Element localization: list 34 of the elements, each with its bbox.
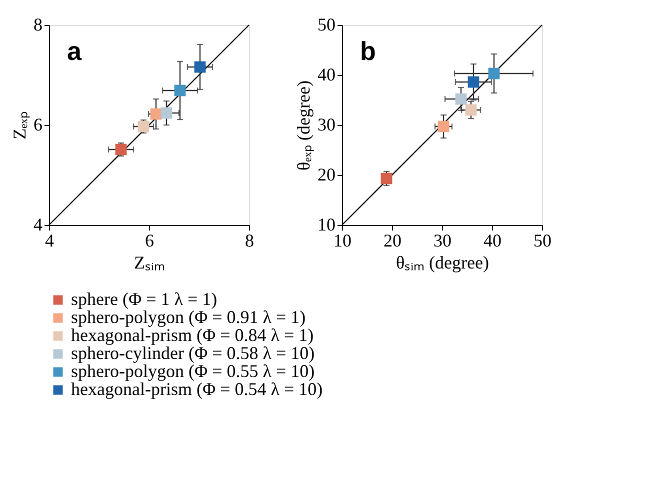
y-tick-label: 50: [318, 14, 336, 34]
x-axis-title: θₛᵢₘ (degree): [396, 252, 490, 272]
point: [438, 120, 450, 132]
y-axis-title: θₑₓₚ (degree): [294, 80, 314, 170]
point: [138, 120, 150, 132]
point: [455, 93, 467, 105]
x-tick-label: 6: [145, 230, 154, 250]
x-axis-title: Zₛᵢₘ: [134, 252, 165, 272]
y-tick-label: 10: [318, 214, 336, 234]
x-tick-label: 20: [384, 230, 402, 250]
x-tick-label: 50: [534, 230, 552, 250]
y-tick-label: 4: [34, 214, 42, 234]
annotation: b: [360, 36, 376, 66]
y-tick-label: 20: [318, 164, 336, 184]
legend-label: sphere (Φ = 1 λ = 1): [71, 289, 218, 309]
y-tick-label: 30: [318, 114, 336, 134]
x-tick-label: 10: [334, 230, 352, 250]
point: [150, 108, 162, 120]
point: [465, 104, 477, 116]
y-tick-label: 6: [34, 114, 42, 134]
point: [468, 76, 480, 88]
point: [160, 107, 172, 119]
annotation: a: [67, 36, 82, 66]
x-tick-label: 8: [245, 230, 254, 250]
y-tick-label: 8: [34, 14, 42, 34]
point: [115, 144, 127, 156]
point: [380, 172, 392, 184]
point: [194, 61, 206, 73]
point: [174, 84, 186, 96]
y-axis-title: Zₑₓₚ: [10, 112, 30, 140]
point: [488, 68, 500, 80]
y-tick-label: 40: [318, 64, 336, 84]
x-tick-label: 40: [484, 230, 502, 250]
x-tick-label: 30: [434, 230, 452, 250]
